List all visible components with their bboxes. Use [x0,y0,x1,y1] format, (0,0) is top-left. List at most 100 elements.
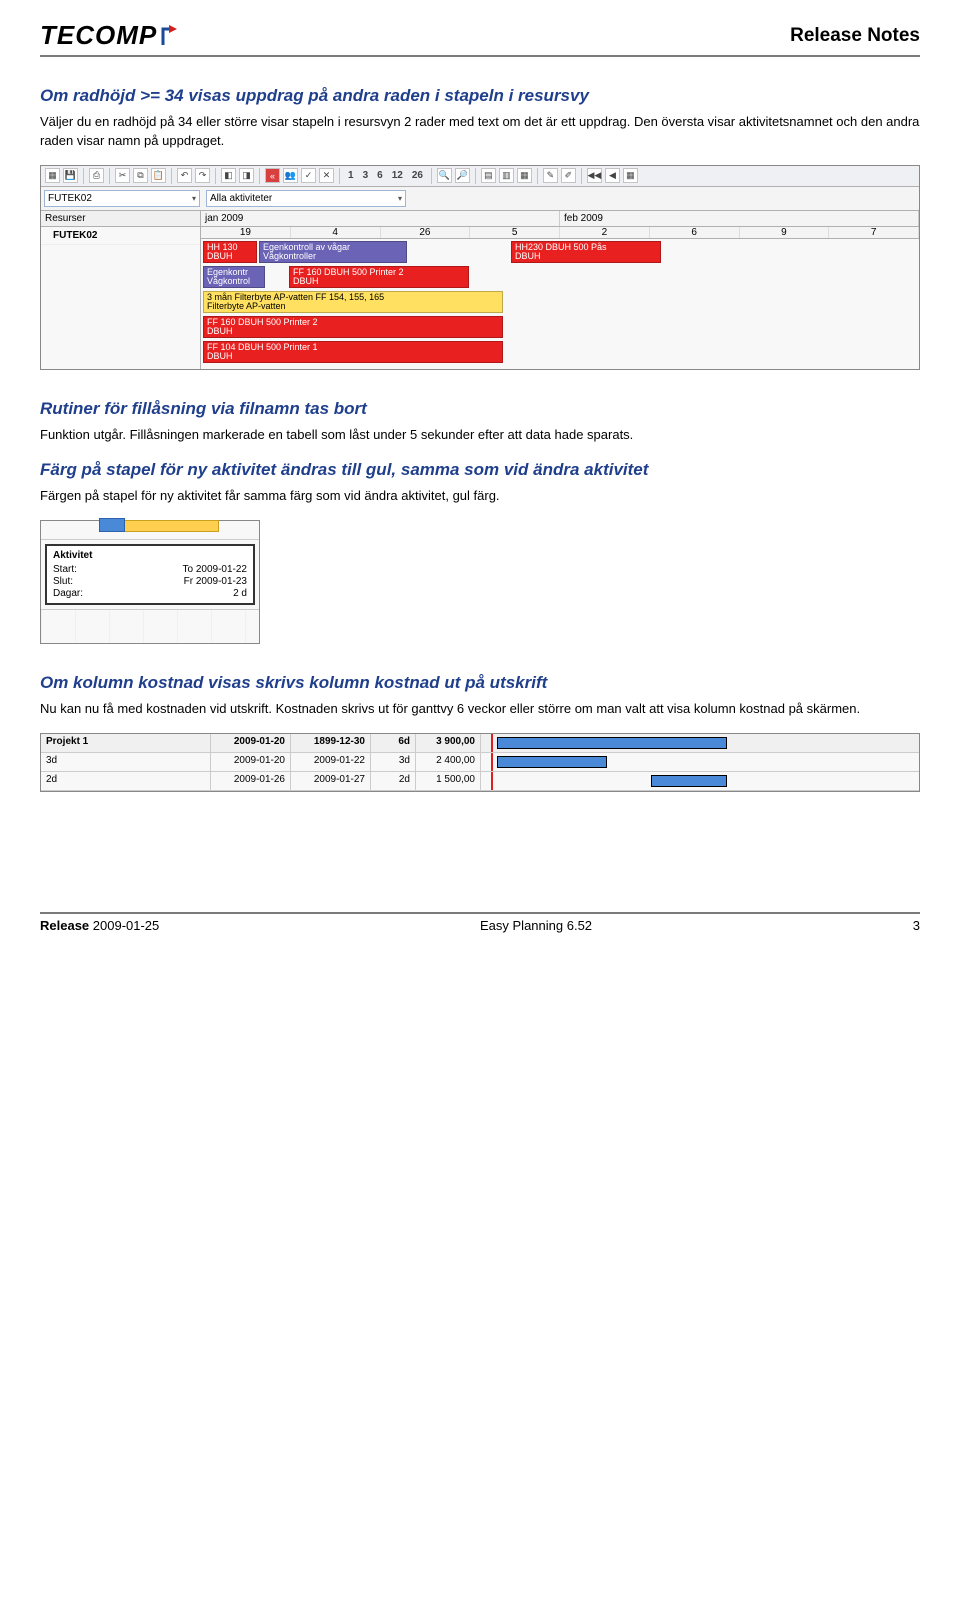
nav-cal-icon[interactable]: ▦ [623,168,638,183]
section3-body: Färgen på stapel för ny aktivitet får sa… [40,487,920,506]
redo-icon[interactable]: ↷ [195,168,210,183]
filter-row: FUTEK02 ▾ Alla aktiviteter ▾ [41,187,919,211]
header-title: Release Notes [790,25,920,47]
date-start: 2009-01-20 [211,753,291,771]
tool-icon[interactable]: ▦ [517,168,532,183]
zoom-num[interactable]: 6 [374,170,386,181]
logo: TECOMP [40,20,189,51]
section4-heading: Om kolumn kostnad visas skrivs kolumn ko… [40,672,920,694]
section1-body: Väljer du en radhöjd på 34 eller större … [40,113,920,151]
dropdown-value: Alla aktiviteter [210,193,272,204]
resource-row[interactable]: FUTEK02 [41,227,200,245]
drag-handle-icon[interactable] [99,518,125,532]
tool-icon[interactable]: ✎ [543,168,558,183]
gantt-bar[interactable]: HH 130DBUH [203,241,257,263]
project-name: Projekt 1 [41,734,211,752]
chevron-down-icon: ▾ [398,194,402,203]
shot2-bar-area [41,520,259,540]
tooltip-label: Dagar: [53,588,99,599]
month-cell: jan 2009 [201,211,560,226]
gantt-bar[interactable] [497,756,607,768]
gantt-bar[interactable]: 3 mån Filterbyte AP-vatten FF 154, 155, … [203,291,503,313]
gantt-bar[interactable]: FF 160 DBUH 500 Printer 2DBUH [289,266,469,288]
project-name: 2d [41,772,211,790]
day-cell: 19 [201,227,291,238]
undo-icon[interactable]: ↶ [177,168,192,183]
print-icon[interactable]: ⎙ [89,168,104,183]
day-cell: 7 [829,227,919,238]
logo-text: TECOMP [40,20,157,51]
gantt-bar[interactable] [651,775,727,787]
dropdown-value: FUTEK02 [48,193,92,204]
footer-left-value: 2009-01-25 [89,918,159,933]
shot2-grid [41,609,259,643]
duration: 3d [371,753,416,771]
date-end: 2009-01-22 [291,753,371,771]
copy-icon[interactable]: ⧉ [133,168,148,183]
chevron-down-icon: ▾ [192,194,196,203]
resource-dropdown[interactable]: FUTEK02 ▾ [44,190,200,207]
cost: 3 900,00 [416,734,481,752]
zoom-num[interactable]: 26 [409,170,426,181]
footer-left-label: Release [40,918,89,933]
nav-prev-icon[interactable]: ◀ [605,168,620,183]
tool-icon[interactable]: ▤ [481,168,496,183]
tool-icon[interactable]: ✐ [561,168,576,183]
zoom-out-icon[interactable]: 🔎 [455,168,470,183]
tool-icon[interactable]: ▥ [499,168,514,183]
tooltip-value: Fr 2009-01-23 [99,576,247,587]
tool-icon[interactable]: 👥 [283,168,298,183]
section3-heading: Färg på stapel för ny aktivitet ändras t… [40,459,920,481]
gantt-bar[interactable]: FF 104 DBUH 500 Printer 1DBUH [203,341,503,363]
tool-icon[interactable]: ◨ [239,168,254,183]
section1-heading: Om radhöjd >= 34 visas uppdrag på andra … [40,85,920,107]
zoom-num[interactable]: 12 [389,170,406,181]
date-start: 2009-01-20 [211,734,291,752]
project-name: 3d [41,753,211,771]
save-icon[interactable]: 💾 [63,168,78,183]
tooltip-title: Aktivitet [53,550,247,561]
tool-icon[interactable]: ✓ [301,168,316,183]
day-cell: 5 [470,227,560,238]
gantt-bar[interactable]: FF 160 DBUH 500 Printer 2DBUH [203,316,503,338]
date-end: 2009-01-27 [291,772,371,790]
gantt-bar[interactable]: Egenkontroll av vågarVågkontroller [259,241,407,263]
zoom-in-icon[interactable]: 🔍 [437,168,452,183]
tool-icon[interactable]: ◧ [221,168,236,183]
page-footer: Release 2009-01-25 Easy Planning 6.52 3 [40,912,920,933]
month-cell: feb 2009 [560,211,919,226]
zoom-num[interactable]: 1 [345,170,357,181]
duration: 2d [371,772,416,790]
tool-icon[interactable]: ✕ [319,168,334,183]
today-line-icon [491,734,493,752]
logo-arrow-icon [161,25,189,47]
gantt-bar[interactable]: EgenkontrVågkontrol [203,266,265,288]
zoom-num[interactable]: 3 [360,170,372,181]
gantt-cell [481,753,919,771]
section2-heading: Rutiner för fillåsning via filnamn tas b… [40,398,920,420]
day-cell: 6 [650,227,740,238]
nav-prev-icon[interactable]: ◀◀ [587,168,602,183]
marker-icon[interactable]: « [265,168,280,183]
activity-bar[interactable] [121,520,219,532]
table-row: Projekt 12009-01-201899-12-306d3 900,00 [41,734,919,753]
date-start: 2009-01-26 [211,772,291,790]
gantt-bar[interactable]: HH230 DBUH 500 PåsDBUH [511,241,661,263]
table-row: 3d2009-01-202009-01-223d2 400,00 [41,753,919,772]
gantt-bar[interactable] [497,737,727,749]
toolbar: ▦ 💾 ⎙ ✂ ⧉ 📋 ↶ ↷ ◧ ◨ « 👥 ✓ ✕ 1 3 6 12 26 … [41,166,919,187]
activity-dropdown[interactable]: Alla aktiviteter ▾ [206,190,406,207]
new-icon[interactable]: ▦ [45,168,60,183]
paste-icon[interactable]: 📋 [151,168,166,183]
tooltip-label: Slut: [53,576,99,587]
screenshot-tooltip: Aktivitet Start: To 2009-01-22 Slut: Fr … [40,520,260,644]
cost: 1 500,00 [416,772,481,790]
page-header: TECOMP Release Notes [40,20,920,57]
footer-left: Release 2009-01-25 [40,918,159,933]
day-cell: 9 [740,227,830,238]
tooltip-value: 2 d [99,588,247,599]
section2-body: Funktion utgår. Fillåsningen markerade e… [40,426,920,445]
gantt-right-panel: jan 2009 feb 2009 1942652697 HH 130DBUHE… [201,211,919,369]
date-end: 1899-12-30 [291,734,371,752]
cut-icon[interactable]: ✂ [115,168,130,183]
